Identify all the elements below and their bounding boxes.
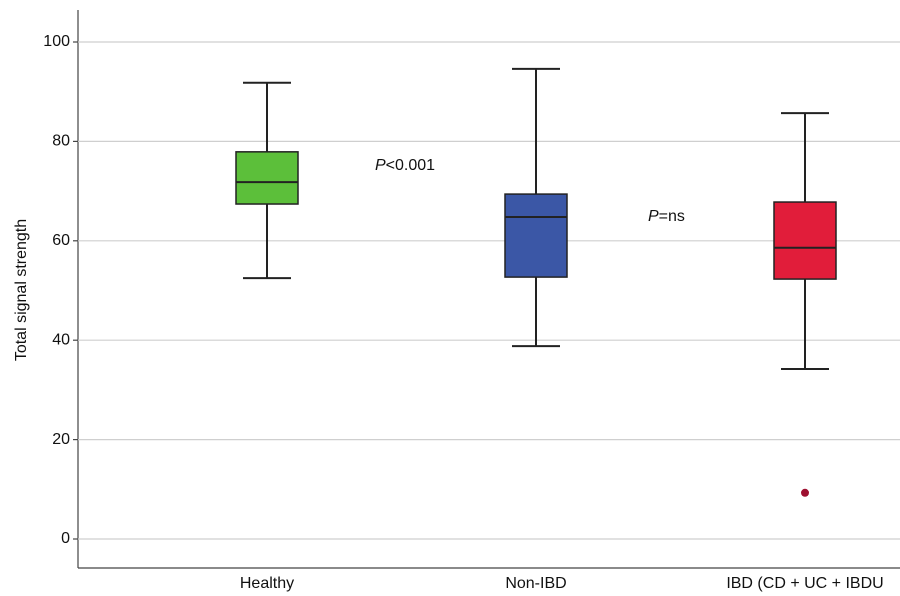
x-tick-label: Healthy bbox=[240, 575, 294, 592]
box bbox=[235, 151, 299, 205]
y-axis-label: Total signal strength bbox=[13, 219, 30, 361]
x-tick-label: IBD (CD + UC + IBDU bbox=[726, 575, 883, 592]
annotation-text: =ns bbox=[659, 208, 685, 225]
y-tick-label: 60 bbox=[52, 232, 70, 249]
box bbox=[773, 201, 837, 280]
annotation: P=ns bbox=[648, 208, 685, 225]
y-tick-label: 80 bbox=[52, 133, 70, 150]
y-tick-label: 0 bbox=[61, 530, 70, 547]
annotation-italic: P bbox=[648, 208, 659, 225]
annotation-text: <0.001 bbox=[386, 157, 435, 174]
annotation: P<0.001 bbox=[375, 157, 435, 174]
y-tick-label: 40 bbox=[52, 331, 70, 348]
y-tick-label: 100 bbox=[43, 33, 70, 50]
box bbox=[504, 193, 568, 278]
y-tick-label: 20 bbox=[52, 431, 70, 448]
annotation-italic: P bbox=[375, 157, 386, 174]
outlier bbox=[801, 488, 809, 497]
x-tick-label: Non-IBD bbox=[505, 575, 566, 592]
